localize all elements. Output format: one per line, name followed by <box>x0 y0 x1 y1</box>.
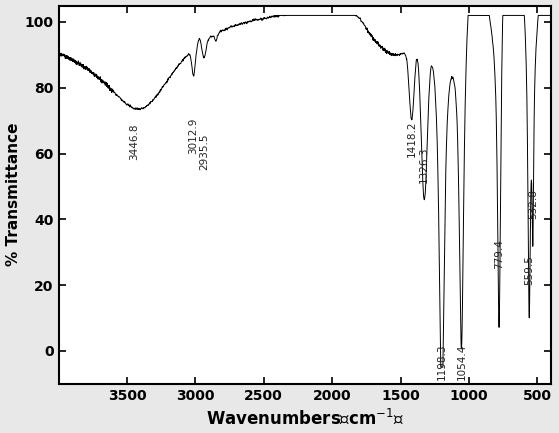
Text: 532.8: 532.8 <box>528 189 538 219</box>
Y-axis label: % Transmittance: % Transmittance <box>6 123 21 266</box>
Text: 559.5: 559.5 <box>524 255 534 285</box>
Text: 3446.8: 3446.8 <box>129 123 139 160</box>
Text: 3012.9: 3012.9 <box>188 117 198 154</box>
Text: 1198.3: 1198.3 <box>437 344 447 380</box>
Text: 1054.4: 1054.4 <box>457 344 466 380</box>
X-axis label: Wavenumbers（cm$^{-1}$）: Wavenumbers（cm$^{-1}$） <box>206 408 404 427</box>
Text: 1418.2: 1418.2 <box>407 120 416 157</box>
Text: 779.4: 779.4 <box>494 239 504 268</box>
Text: 1326.3: 1326.3 <box>419 147 429 183</box>
Text: 2935.5: 2935.5 <box>199 133 209 170</box>
